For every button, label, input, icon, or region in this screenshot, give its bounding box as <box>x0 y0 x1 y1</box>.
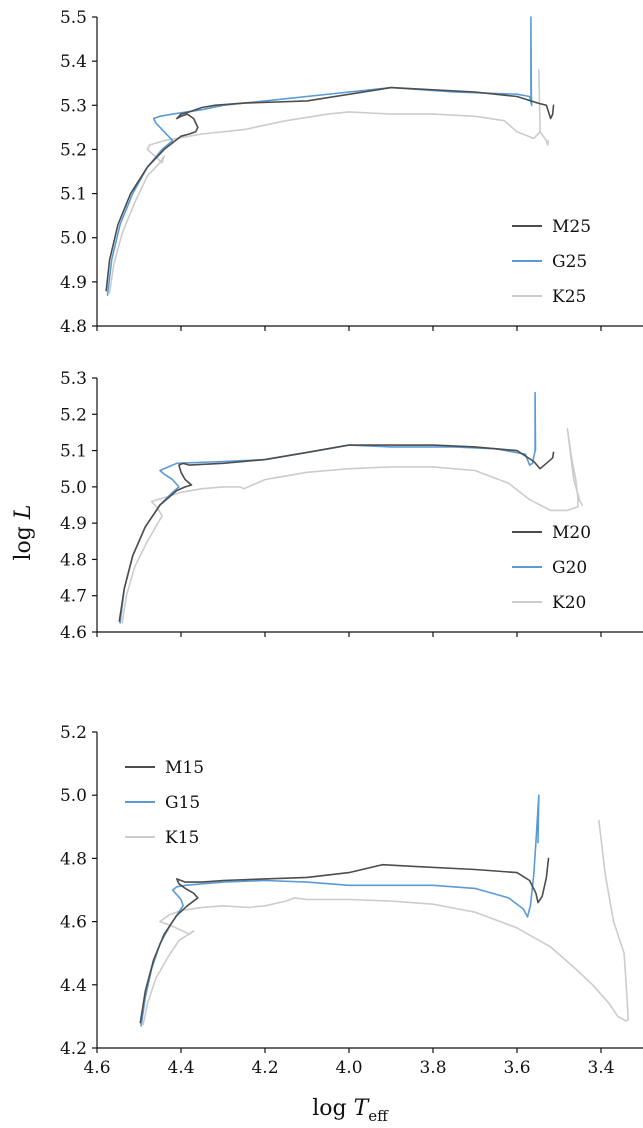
y-tick-label: 5.3 <box>60 96 87 116</box>
panel-1: 4.8 4.9 5.0 5.1 5.2 5.3 5.4 5.5 M25 G25 K25 <box>60 8 643 337</box>
y-tick-label: 5.0 <box>60 786 87 806</box>
y-tick-label: 5.2 <box>60 723 87 743</box>
y-tick-label: 5.2 <box>60 405 87 425</box>
y-tick-label: 5.3 <box>60 369 87 389</box>
series-line-k20 <box>121 428 583 624</box>
series-line-m25 <box>105 86 555 292</box>
legend-label-g20: G20 <box>552 558 587 578</box>
y-tick-label: 5.0 <box>60 478 87 498</box>
series-line-g20 <box>119 391 537 624</box>
y-axis-title: log L <box>11 505 36 561</box>
series-line-m15 <box>139 857 550 1024</box>
legend-label-k15: K15 <box>165 828 199 848</box>
legend: M20 G20 K20 <box>512 523 591 613</box>
panel-3: 4.2 4.4 4.6 4.8 5.0 5.2 4.6 4.4 4.2 4.0 3.8 3.6 3.4 M… <box>60 723 643 1078</box>
x-tick-label: 4.4 <box>167 1058 194 1078</box>
legend-label-m20: M20 <box>552 523 591 543</box>
legend: M25 G25 K25 <box>512 217 591 307</box>
x-axis-title: log Teff <box>312 1096 389 1125</box>
series-line-k15 <box>142 819 630 1026</box>
x-tick-label: 4.0 <box>335 1058 362 1078</box>
series-line-k25 <box>108 69 550 294</box>
series-line-g25 <box>106 16 533 296</box>
legend-label-g25: G25 <box>552 252 587 272</box>
legend: M15 G15 K15 <box>125 758 204 848</box>
y-tick-label: 5.2 <box>60 140 87 160</box>
y-tick-label: 5.5 <box>60 8 87 28</box>
legend-label-k20: K20 <box>552 593 586 613</box>
y-tick-label: 4.8 <box>60 317 87 337</box>
x-tick-label: 4.6 <box>83 1058 110 1078</box>
y-tick-label: 4.9 <box>60 273 87 293</box>
y-tick-label: 5.0 <box>60 229 87 249</box>
y-tick-label: 4.6 <box>60 913 87 933</box>
series-line-g15 <box>140 794 540 1027</box>
y-tick-label: 5.1 <box>60 185 87 205</box>
panel-2: 4.6 4.7 4.8 4.9 5.0 5.1 5.2 5.3 M20 G20 K20 <box>60 369 643 643</box>
series-line-m20 <box>118 444 555 622</box>
x-tick-label: 3.6 <box>503 1058 530 1078</box>
y-tick-label: 4.4 <box>60 976 87 996</box>
y-tick-label: 4.9 <box>60 514 87 534</box>
y-tick-label: 4.8 <box>60 849 87 869</box>
legend-label-m25: M25 <box>552 217 591 237</box>
y-tick-label: 4.2 <box>60 1039 87 1059</box>
y-tick-label: 4.7 <box>60 587 87 607</box>
legend-label-k25: K25 <box>552 287 586 307</box>
legend-label-g15: G15 <box>165 793 200 813</box>
y-tick-label: 4.6 <box>60 623 87 643</box>
x-tick-label: 4.2 <box>251 1058 278 1078</box>
legend-label-m15: M15 <box>165 758 204 778</box>
y-tick-label: 5.4 <box>60 52 87 72</box>
y-tick-label: 4.8 <box>60 550 87 570</box>
x-tick-label: 3.4 <box>587 1058 614 1078</box>
x-tick-label: 3.8 <box>419 1058 446 1078</box>
y-tick-label: 5.1 <box>60 442 87 462</box>
